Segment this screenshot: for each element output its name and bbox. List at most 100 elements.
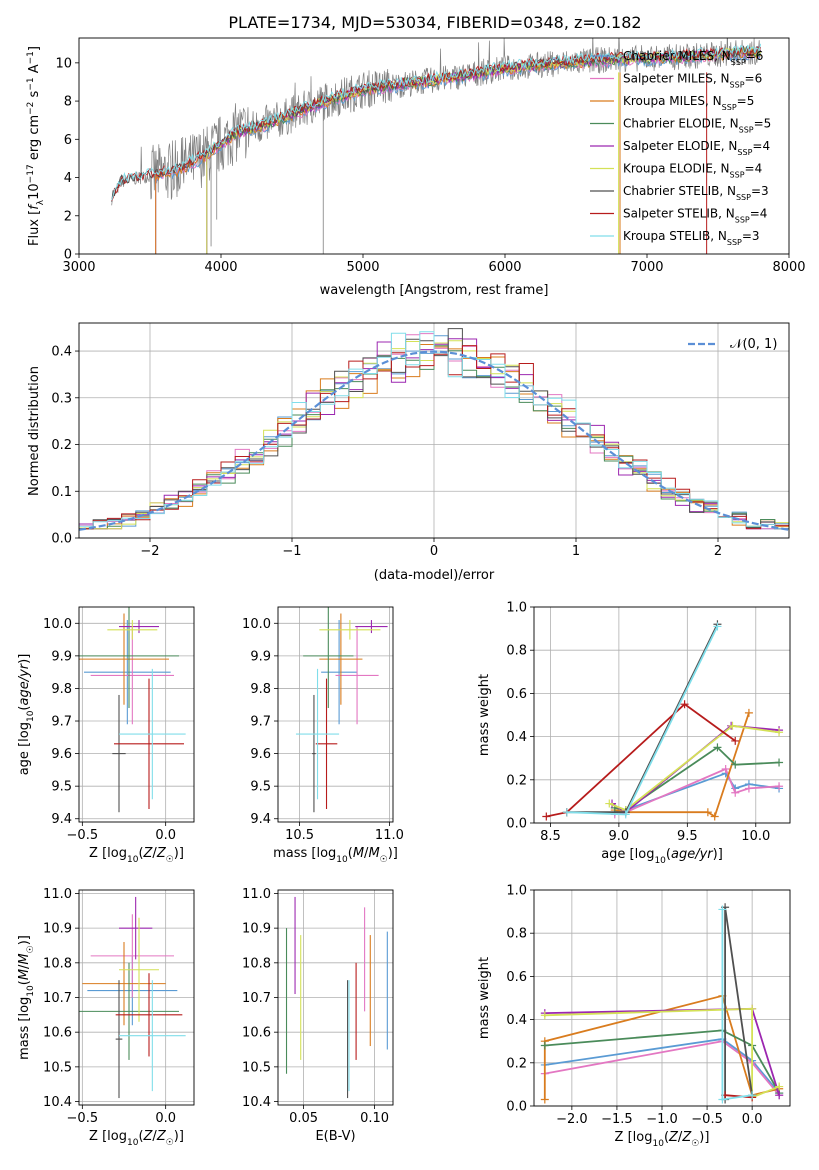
panel-residuals: −2 −1 0 1 2 0.0 0.1 0.2 0.3 0.4 𝒩(0, 1) (data-model… [27,322,790,583]
plot-area [79,607,186,813]
errorbar-point [355,620,388,634]
weight-marker [775,728,784,737]
y-axis-label: mass weight [477,674,492,756]
label-part: Z [log [615,1130,653,1145]
errorbar-point [303,607,354,708]
x-tick-label: 10.5 [285,828,314,843]
label-part: / [678,1130,683,1145]
grid [79,890,194,1105]
y-axis-label: mass weight [477,957,492,1039]
errorbar-point [315,678,338,809]
label-part: −2 [26,102,36,115]
weight-marker [718,1095,727,1104]
label-part: λ [36,199,46,205]
errorbar-point [319,613,363,705]
weight-line [608,724,780,812]
y-tick-label: 0.4 [506,730,527,745]
label-part: M [368,846,379,861]
y-tick-label: 4 [64,171,72,186]
label-part: )] [713,847,723,862]
errorbar-point [79,607,179,708]
plot-area [542,620,784,821]
label-part: −1 [26,51,36,64]
weight-marker [562,808,571,817]
y-tick-label: 0.3 [51,391,72,406]
panel-spectrum: 3000 4000 5000 6000 7000 8000 0 2 4 6 8 10 Chabrier … [26,37,806,298]
label-part: Z [143,1129,154,1144]
errorbar-point [107,620,158,640]
label-part: ( [348,846,353,861]
x-axis-label: Z [log10(Z/Z☉)] [89,846,184,865]
weight-line [544,1007,780,1099]
weight-marker [721,765,730,773]
legend-sub: SSP [735,215,750,224]
label-part: age [log [601,847,654,862]
errorbar-point [114,678,184,809]
weight-line [544,1040,780,1096]
legend-label: Salpeter MILES, NSSP=6 [623,72,762,90]
label-part: / [152,846,157,861]
weight-marker [713,622,722,631]
y-tick-label: 9.9 [250,649,271,664]
axes-frame [533,606,791,824]
x-axis-label: (data-model)/error [374,568,495,583]
legend-text: Salpeter MILES, N [623,72,730,86]
x-tick-label: 8000 [772,260,805,275]
x-tick-label: 5000 [346,260,379,275]
y-tick-label: 0 [64,248,72,263]
x-tick-label: 10.0 [741,829,770,844]
legend-sub: SSP [737,148,752,157]
legend-label: Kroupa ELODIE, NSSP=4 [623,162,762,180]
legend-text: Kroupa ELODIE, N [623,162,730,176]
errorbar-point [319,620,381,640]
weight-marker [540,1011,549,1020]
errorbar-point [119,668,186,800]
y-tick-label: 10.7 [242,991,271,1006]
figure-title: PLATE=1734, MJD=53034, FIBERID=0348, z=0… [228,13,641,32]
y-tick-label: 10.9 [242,922,271,937]
legend-sub: SSP [727,238,742,247]
x-tick-label: −1.0 [646,1112,678,1127]
label-part: ( [666,847,671,862]
y-tick-label: 10.0 [43,617,72,632]
y-tick-label: 10.5 [242,1060,271,1075]
y-tick-label: 10.8 [242,956,271,971]
label-part: )] [174,846,184,861]
x-axis-label: wavelength [Angstrom, rest frame] [320,283,549,298]
weight-marker [748,1004,757,1013]
label-part: 10 [127,855,139,865]
y-tick-label: 0.4 [51,345,72,360]
y-tick-label: 9.4 [250,812,271,827]
y-tick-label: 9.8 [51,682,72,697]
y-tick-label: 8 [64,95,72,110]
y-tick-label: 9.7 [51,715,72,730]
x-tick-label: −2 [140,544,159,559]
y-tick-label: 9.6 [250,747,271,762]
errorbar-point [115,973,183,1057]
label-part: −17 [26,164,36,183]
label-part: ( [664,1130,669,1145]
histogram-step [79,331,789,530]
label-part: )] [17,654,32,664]
y-tick-label: 0.0 [506,817,527,832]
label-part: E(B-V) [315,1129,355,1144]
y-tick-label: 0.8 [506,644,527,659]
weight-line [546,703,736,818]
legend-label: Kroupa STELIB, NSSP=3 [623,229,760,247]
label-part: ( [17,706,32,711]
label-part: Z [668,1130,679,1145]
x-axis-label: age [log10(age/yr)] [601,847,723,866]
weight-marker [731,760,740,769]
y-axis-label: mass [log10(M/M☉)] [17,935,36,1060]
label-part: erg cm [27,115,42,164]
y-tick-label: 10.5 [43,1060,72,1075]
x-tick-label: 0.0 [155,1111,176,1126]
label-part: M [17,953,32,964]
legend-n: =6 [746,49,764,63]
label-part: 10 [127,1138,139,1148]
legend-sub: SSP [730,170,745,179]
y-tick-label: 10.0 [242,617,271,632]
errorbar-point [295,668,340,800]
weight-marker [728,721,737,730]
y-axis-label: Normed distribution [27,366,42,496]
